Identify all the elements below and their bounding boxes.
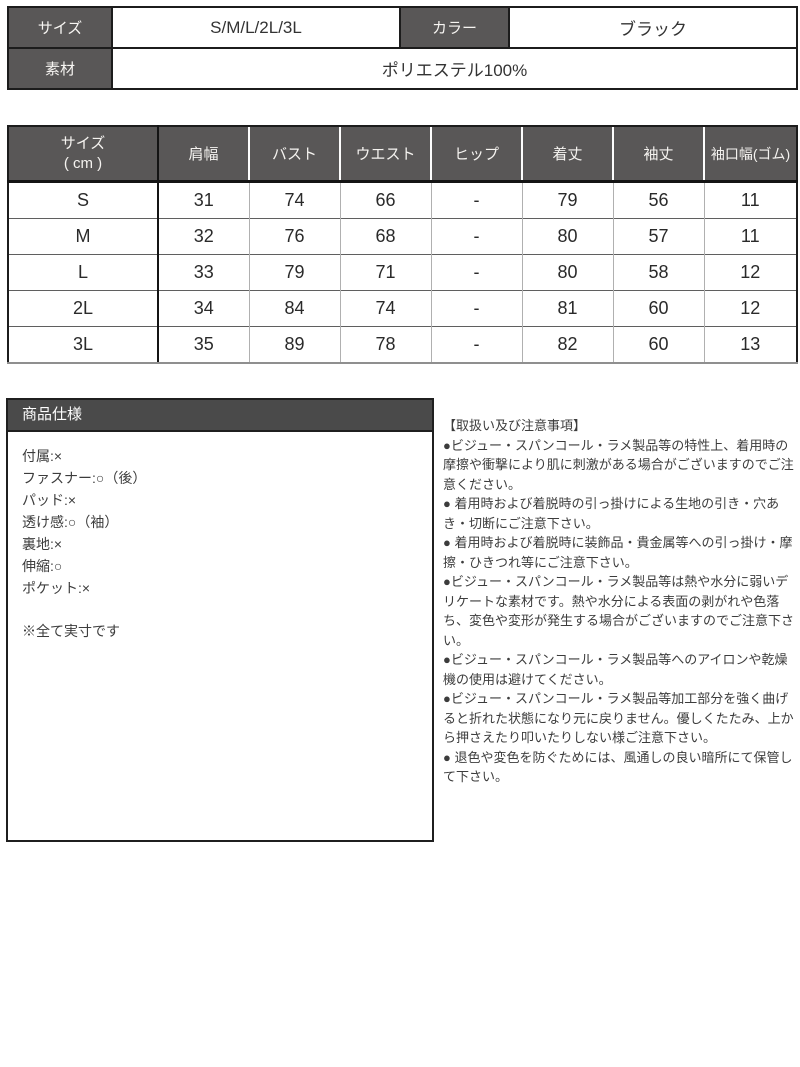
size-value-cell: -	[430, 218, 522, 255]
size-value-cell: 31	[158, 181, 249, 219]
table-header-row: サイズ ( cm ) 肩幅 バスト ウエスト ヒップ 着丈 袖丈 袖口幅(ゴム)	[7, 125, 798, 183]
care-notes-heading: 【取扱い及び注意事項】	[443, 418, 587, 433]
size-row-label: M	[7, 218, 159, 255]
color-label-cell: カラー	[399, 6, 510, 49]
col-header-size-cm: サイズ ( cm )	[7, 125, 159, 183]
size-value-cell: 79	[521, 181, 613, 219]
spec-item-fastener: ファスナー:○（後）	[22, 470, 147, 486]
table-row-size-s: S 31 74 66 - 79 56 11	[7, 181, 798, 219]
care-note-heat-moisture: ●ビジュー・スパンコール・ラメ製品等は熱や水分に弱いデリケートな素材です。熱や水…	[443, 574, 795, 648]
size-value-cell: 78	[339, 326, 431, 364]
col-header-hip: ヒップ	[430, 125, 522, 183]
material-value-cell: ポリエステル100%	[111, 47, 798, 90]
size-value-cell: 13	[703, 326, 798, 364]
size-value-cell: -	[430, 326, 522, 364]
size-value-cell: -	[430, 290, 522, 327]
size-label-cell: サイズ	[7, 6, 113, 49]
size-value-cell: 68	[339, 218, 431, 255]
size-row-label: S	[7, 181, 159, 219]
care-note-snagging: ● 着用時および着脱時の引っ掛けによる生地の引き・穴あき・切断にご注意下さい。	[443, 496, 780, 531]
size-value-cell: 60	[612, 326, 704, 364]
size-value-cell: 60	[612, 290, 704, 327]
care-note-iron-dryer: ●ビジュー・スパンコール・ラメ製品等へのアイロンや乾燥機の使用は避けてください。	[443, 652, 788, 687]
col-header-sleeve-length: 袖丈	[612, 125, 704, 183]
spec-box-title: 商品仕様	[8, 400, 432, 432]
size-value-cell: 56	[612, 181, 704, 219]
size-value-cell: -	[430, 254, 522, 291]
product-info-table: サイズ S/M/L/2L/3L カラー ブラック 素材 ポリエステル100%	[7, 6, 798, 90]
spec-item-lining: 裏地:×	[22, 536, 63, 552]
col-header-body-length: 着丈	[521, 125, 613, 183]
product-spec-box: 商品仕様 付属:× ファスナー:○（後） パッド:× 透け感:○（袖） 裏地:×…	[6, 398, 434, 842]
size-value-cell: 89	[248, 326, 340, 364]
size-value-cell: 80	[521, 218, 613, 255]
spec-item-sheerness: 透け感:○（袖）	[22, 514, 119, 530]
size-value-cell: 84	[248, 290, 340, 327]
col-header-size-line1: サイズ	[60, 134, 106, 152]
spec-item-pad: パッド:×	[22, 492, 77, 508]
size-value-cell: 74	[339, 290, 431, 327]
table-row-size-2l: 2L 34 84 74 - 81 60 12	[7, 290, 798, 327]
size-value-cell: S/M/L/2L/3L	[111, 6, 401, 49]
care-note-jewelry: ● 着用時および着脱時に装飾品・貴金属等への引っ掛け・摩擦・ひきつれ等にご注意下…	[443, 535, 793, 570]
col-header-waist: ウエスト	[339, 125, 431, 183]
size-value-cell: 12	[703, 254, 798, 291]
spec-item-stretch: 伸縮:○	[22, 558, 63, 574]
size-value-cell: 57	[612, 218, 704, 255]
col-header-cuff-width: 袖口幅(ゴム)	[703, 125, 798, 183]
size-value-cell: 34	[158, 290, 249, 327]
size-value-cell: 58	[612, 254, 704, 291]
size-value-cell: 33	[158, 254, 249, 291]
table-row-size-m: M 32 76 68 - 80 57 11	[7, 218, 798, 255]
size-value-cell: 82	[521, 326, 613, 364]
size-value-cell: 11	[703, 181, 798, 219]
col-header-size-line2: ( cm )	[63, 154, 103, 172]
col-header-shoulder-width: 肩幅	[158, 125, 249, 183]
size-value-cell: 32	[158, 218, 249, 255]
size-value-cell: 35	[158, 326, 249, 364]
col-header-bust: バスト	[248, 125, 340, 183]
table-row: 素材 ポリエステル100%	[7, 47, 798, 90]
size-value-cell: 76	[248, 218, 340, 255]
size-row-label: 2L	[7, 290, 159, 327]
spec-box-body: 付属:× ファスナー:○（後） パッド:× 透け感:○（袖） 裏地:× 伸縮:○…	[8, 432, 432, 655]
size-row-label: L	[7, 254, 159, 291]
spec-item-pocket: ポケット:×	[22, 580, 91, 596]
size-chart-table: サイズ ( cm ) 肩幅 バスト ウエスト ヒップ 着丈 袖丈 袖口幅(ゴム)…	[7, 125, 798, 364]
size-value-cell: 74	[248, 181, 340, 219]
spec-item-accessory: 付属:×	[22, 448, 63, 464]
table-row-size-l: L 33 79 71 - 80 58 12	[7, 254, 798, 291]
care-note-storage: ● 退色や変色を防ぐためには、風通しの良い暗所にて保管して下さい。	[443, 749, 793, 785]
spec-measurement-note: ※全て実寸です	[22, 623, 120, 639]
care-note-bending: ●ビジュー・スパンコール・ラメ製品等加工部分を強く曲げると折れた状態になり元に戻…	[443, 691, 794, 745]
size-row-label: 3L	[7, 326, 159, 364]
size-value-cell: 79	[248, 254, 340, 291]
size-value-cell: 81	[521, 290, 613, 327]
size-value-cell: 71	[339, 254, 431, 291]
size-value-cell: 12	[703, 290, 798, 327]
size-value-cell: 80	[521, 254, 613, 291]
color-value-cell: ブラック	[508, 6, 798, 49]
table-row: サイズ S/M/L/2L/3L カラー ブラック	[7, 6, 798, 49]
care-notes-section: 【取扱い及び注意事項】 ●ビジュー・スパンコール・ラメ製品等の特性上、着用時の摩…	[443, 416, 800, 787]
size-value-cell: 66	[339, 181, 431, 219]
size-value-cell: 11	[703, 218, 798, 255]
care-note-friction: ●ビジュー・スパンコール・ラメ製品等の特性上、着用時の摩擦や衝撃により肌に刺激が…	[443, 437, 794, 492]
material-label-cell: 素材	[7, 47, 113, 90]
table-row-size-3l: 3L 35 89 78 - 82 60 13	[7, 326, 798, 364]
size-value-cell: -	[430, 181, 522, 219]
